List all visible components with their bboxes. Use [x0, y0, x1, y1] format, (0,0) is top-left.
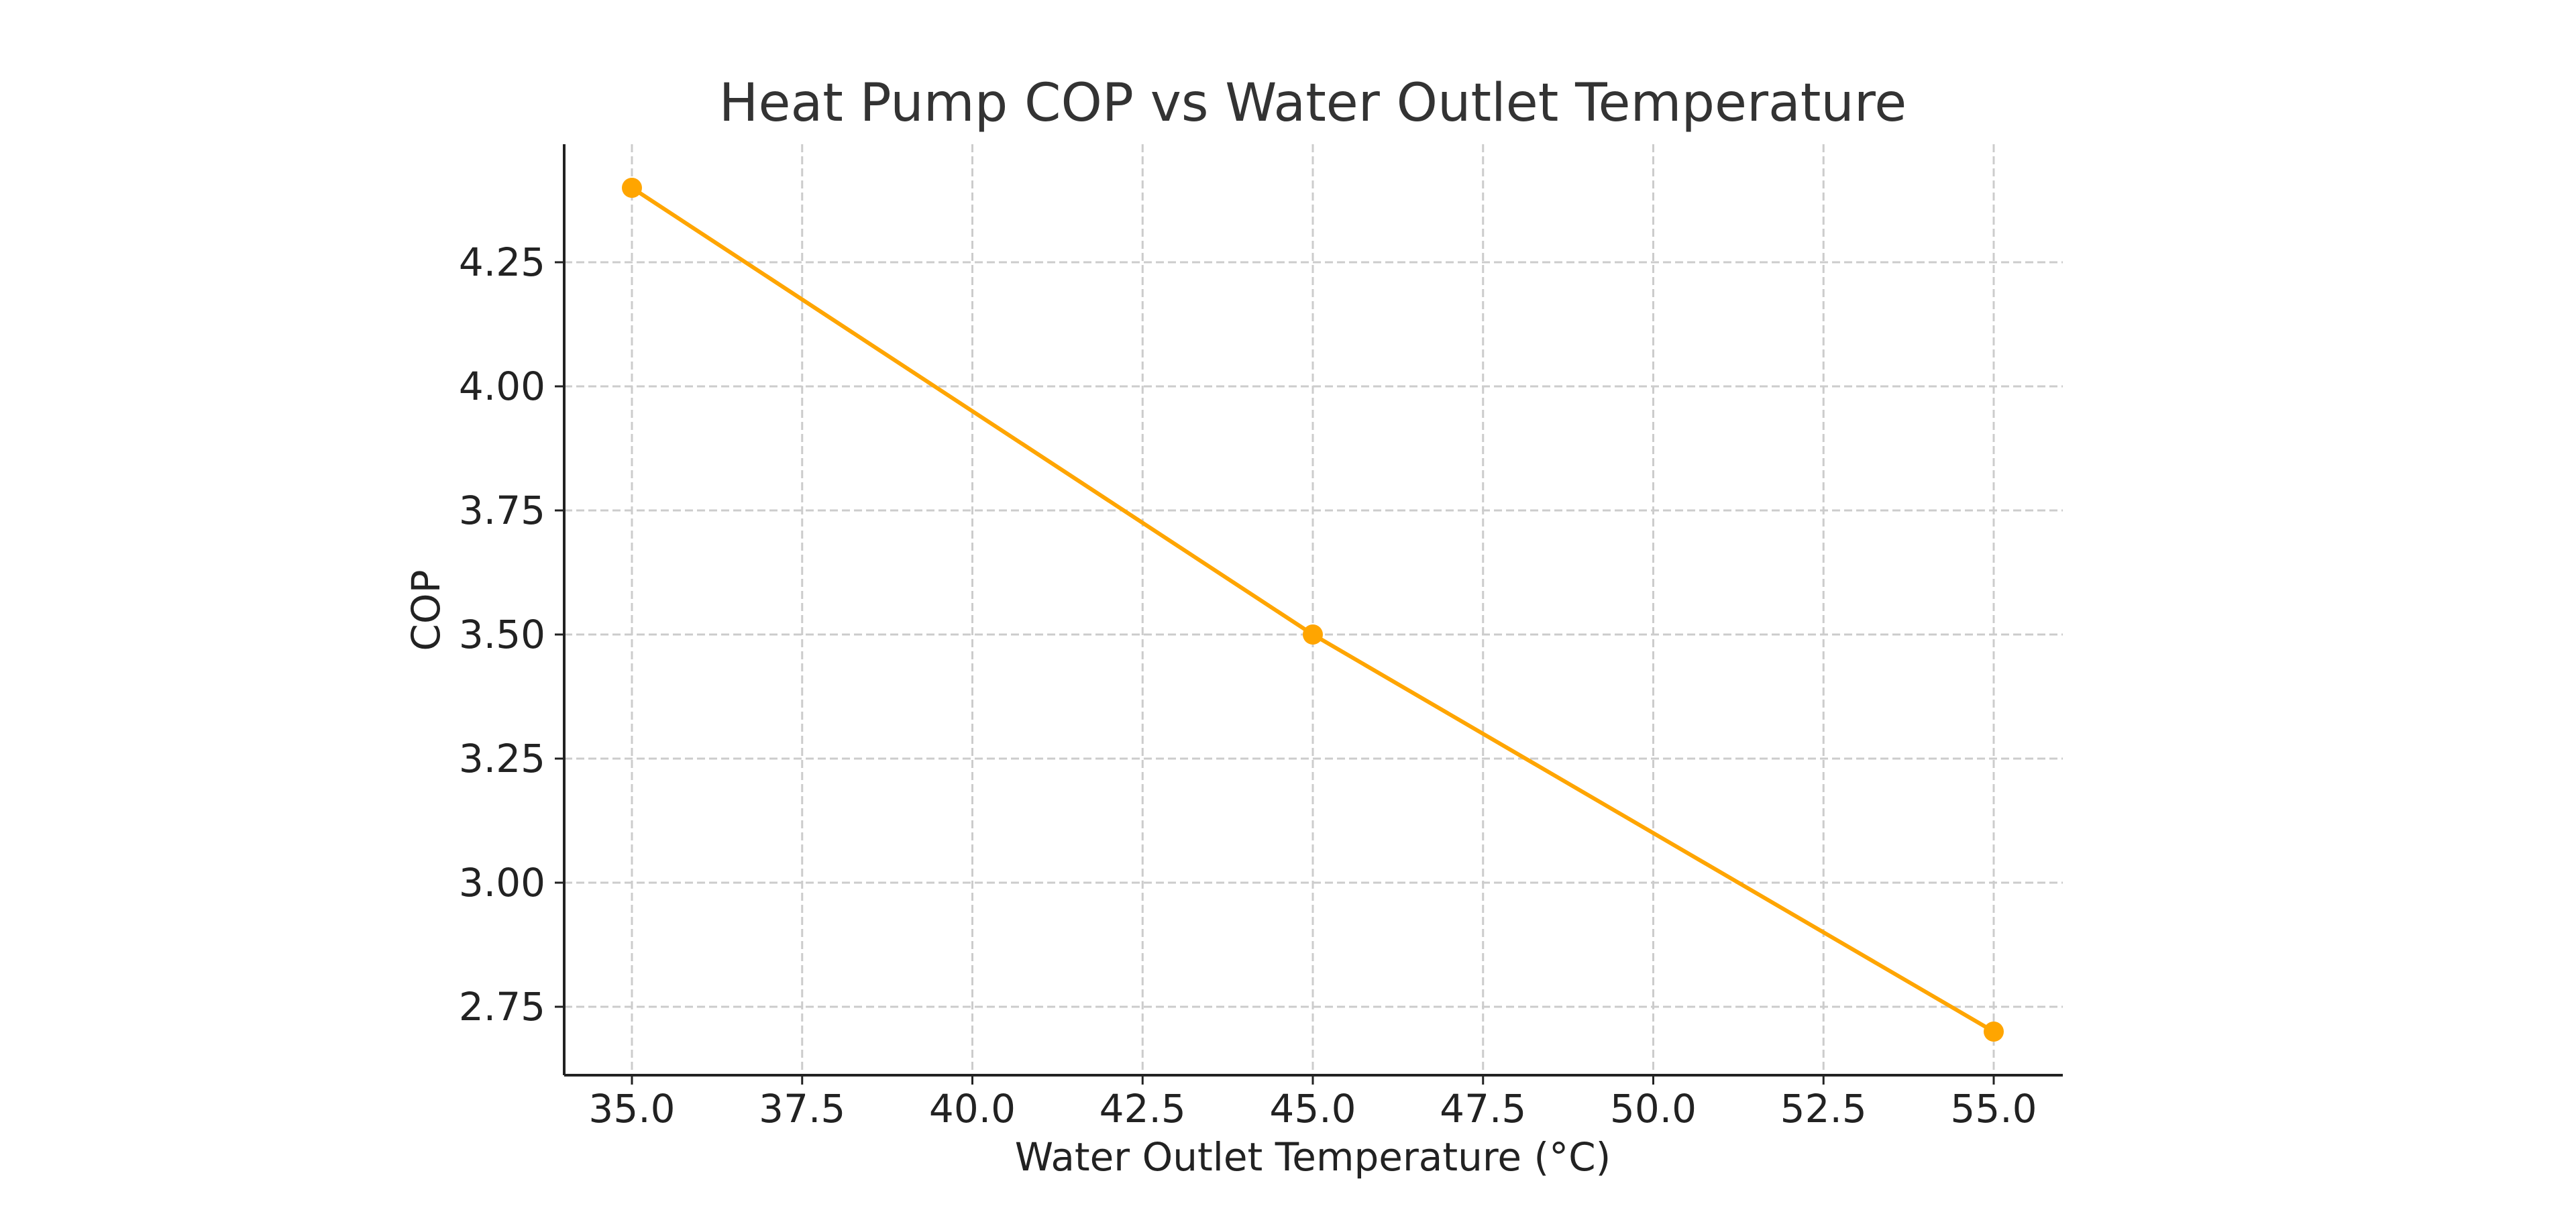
- x-tick-label: 47.5: [1440, 1086, 1526, 1132]
- x-axis-label: Water Outlet Temperature (°C): [1015, 1134, 1611, 1180]
- y-tick-label: 2.75: [459, 984, 545, 1030]
- chart-title: Heat Pump COP vs Water Outlet Temperatur…: [719, 73, 1907, 133]
- x-tick-label: 35.0: [588, 1086, 675, 1132]
- x-tick-label: 55.0: [1950, 1086, 2037, 1132]
- x-tick-label: 42.5: [1099, 1086, 1186, 1132]
- x-tick-label: 52.5: [1780, 1086, 1867, 1132]
- ticks: 35.0 37.5 40.0 42.5 45.0 47.5 50.0 52.5 55.0 2.75…: [459, 239, 2037, 1132]
- y-tick-label: 3.00: [459, 860, 545, 905]
- x-tick-label: 37.5: [759, 1086, 845, 1132]
- x-tick-label: 40.0: [929, 1086, 1016, 1132]
- y-tick-label: 4.00: [459, 364, 545, 409]
- series: [622, 178, 2004, 1042]
- y-tick-label: 3.75: [459, 488, 545, 533]
- y-tick-label: 3.25: [459, 736, 545, 781]
- y-tick-label: 4.25: [459, 239, 545, 285]
- data-point: [1303, 624, 1323, 645]
- data-point: [1984, 1022, 2004, 1042]
- y-axis-label: COP: [403, 569, 449, 651]
- x-tick-label: 45.0: [1269, 1086, 1356, 1132]
- data-point: [622, 178, 642, 198]
- grid: [564, 144, 2063, 1075]
- y-tick-label: 3.50: [459, 612, 545, 657]
- x-tick-label: 50.0: [1610, 1086, 1697, 1132]
